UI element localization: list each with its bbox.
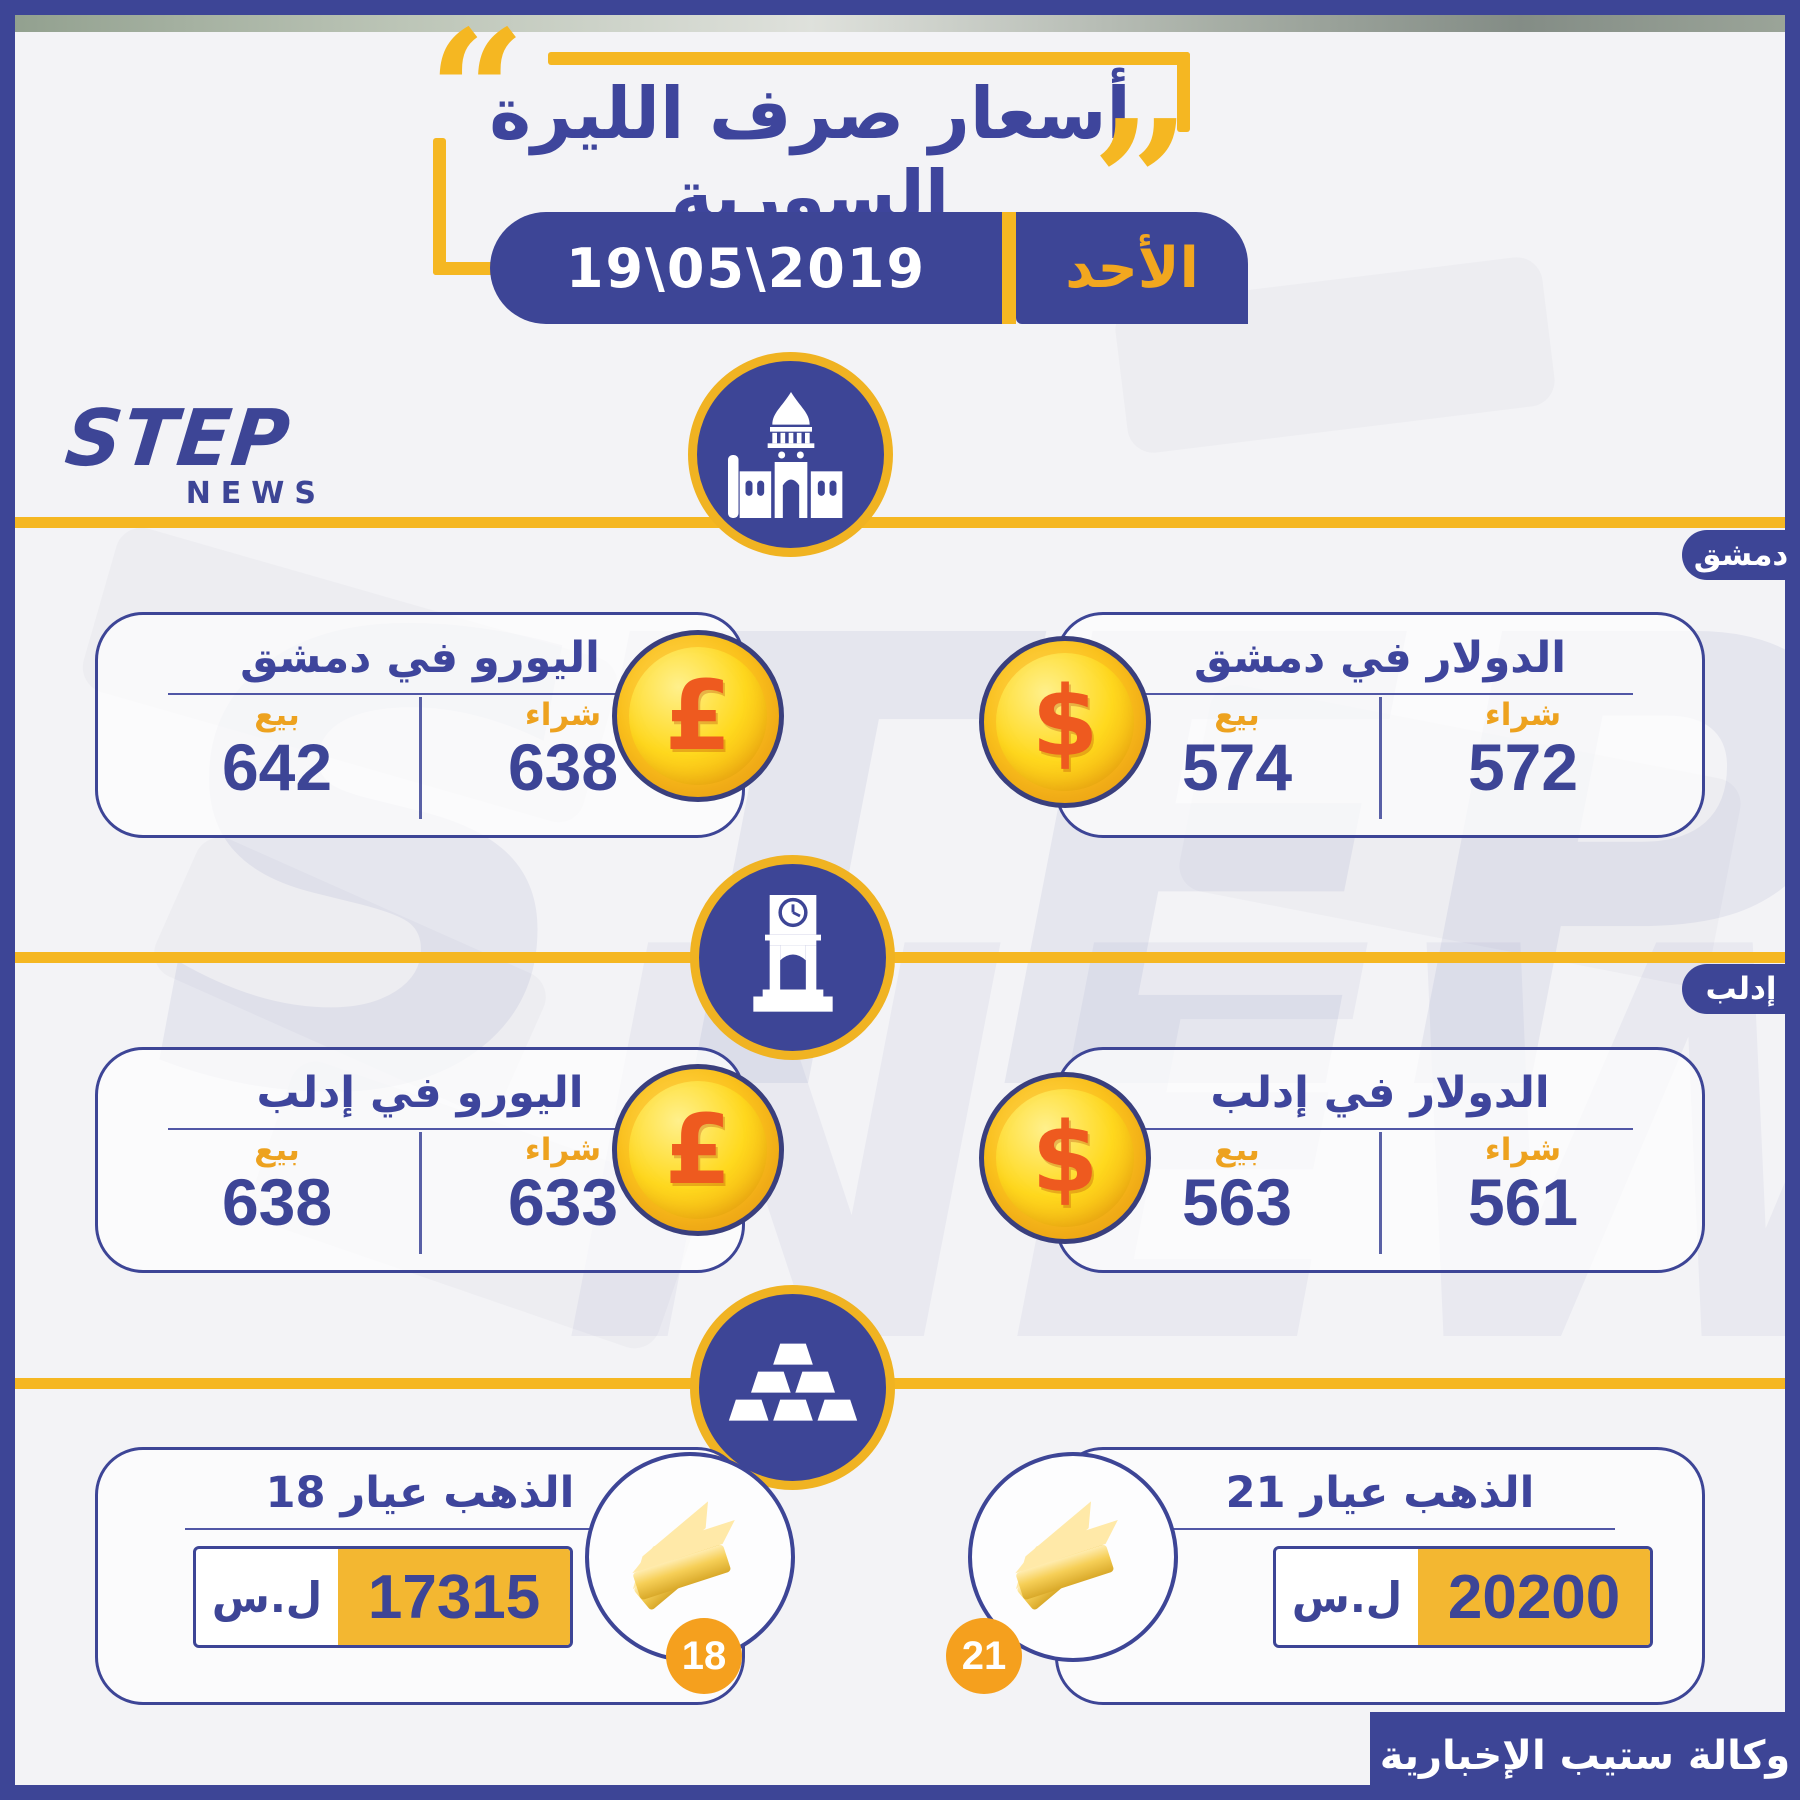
- sell-label: بيع: [1214, 1132, 1260, 1168]
- agency-name: وكالة ستيب الإخبارية: [1379, 1733, 1791, 1779]
- buy-value: 572: [1467, 730, 1579, 804]
- buy-label: شراء: [1484, 1132, 1562, 1168]
- title-underline: [167, 1128, 673, 1130]
- step-news-logo: STEP NEWS: [61, 394, 326, 511]
- karat-badge-18: 18: [666, 1618, 742, 1694]
- card-title: الذهب عيار 18: [265, 1468, 575, 1518]
- sell-value: 574: [1181, 730, 1293, 804]
- buy-label: شراء: [524, 1132, 602, 1168]
- title-underline: [1145, 1528, 1615, 1530]
- value-divider: [1378, 697, 1382, 819]
- buy-value: 561: [1467, 1165, 1579, 1239]
- coin-symbol: £: [664, 1094, 732, 1206]
- day-label: الأحد: [1065, 235, 1199, 301]
- buy-label: شراء: [1484, 697, 1562, 733]
- card-dollar-idlib: الدولار في إدلب شراء 561 بيع 563: [1055, 1047, 1705, 1273]
- sell-value: 642: [221, 730, 333, 804]
- date-value: 19\05\2019: [565, 236, 927, 300]
- dollar-coin-icon: $: [979, 1072, 1151, 1244]
- gold-price-value: 17315: [338, 1549, 570, 1645]
- section-line-gold: [15, 1378, 1785, 1389]
- gold-ingots-circle-21: [968, 1452, 1178, 1662]
- title-underline: [167, 693, 673, 695]
- coin-symbol: $: [1031, 1102, 1099, 1214]
- card-title: اليورو في إدلب: [256, 1068, 584, 1118]
- footer-agency-bar: وكالة ستيب الإخبارية: [1370, 1712, 1800, 1800]
- day-box: الأحد: [1016, 212, 1248, 324]
- karat-badge-21: 21: [946, 1618, 1022, 1694]
- gold-price-box: 20200 ل.س: [1273, 1546, 1653, 1648]
- card-gold-21: الذهب عيار 21 20200 ل.س: [1055, 1447, 1705, 1705]
- coin-symbol: £: [664, 660, 732, 772]
- currency-label: ل.س: [1291, 1572, 1403, 1622]
- buy-label: شراء: [524, 697, 602, 733]
- pound-coin-icon: £: [612, 630, 784, 802]
- title-bracket-right: [1177, 52, 1190, 132]
- buy-value: 638: [507, 730, 619, 804]
- card-euro-damascus: اليورو في دمشق شراء 638 بيع 642: [95, 612, 745, 838]
- sell-value: 638: [221, 1165, 333, 1239]
- dollar-coin-icon: $: [979, 636, 1151, 808]
- value-divider: [418, 697, 422, 819]
- card-title: اليورو في دمشق: [240, 633, 600, 683]
- card-title: الدولار في إدلب: [1210, 1068, 1550, 1118]
- currency-label: ل.س: [211, 1572, 323, 1622]
- value-divider: [1378, 1132, 1382, 1254]
- sell-value: 563: [1181, 1165, 1293, 1239]
- clock-tower-icon: [752, 894, 833, 1012]
- sell-label: بيع: [254, 1132, 300, 1168]
- title-bracket-top: [548, 52, 1190, 65]
- gold-icon-circle: [690, 1285, 895, 1490]
- gold-price-value: 20200: [1418, 1549, 1650, 1645]
- card-title: الدولار في دمشق: [1193, 633, 1567, 683]
- title-underline: [185, 1528, 655, 1530]
- date-pill: 19\05\2019: [490, 212, 1002, 324]
- section-line-damascus: [15, 517, 1785, 528]
- damascus-icon-circle: [688, 352, 893, 557]
- section-line-idlib: [15, 952, 1785, 963]
- coin-symbol: $: [1031, 666, 1099, 778]
- sell-label: بيع: [1214, 697, 1260, 733]
- title-bracket-left: [433, 138, 446, 275]
- idlib-icon-circle: [690, 855, 895, 1060]
- title-underline: [1127, 1128, 1633, 1130]
- value-divider: [418, 1132, 422, 1254]
- logo-news-text: NEWS: [185, 476, 326, 511]
- date-divider: [1002, 212, 1016, 324]
- gold-ingots-icon: [632, 1501, 735, 1610]
- photo-strip: [15, 15, 1785, 32]
- gold-price-box: 17315 ل.س: [193, 1546, 573, 1648]
- gold-bars-icon: [728, 1343, 857, 1421]
- card-title: الذهب عيار 21: [1225, 1468, 1535, 1518]
- buy-value: 633: [507, 1165, 619, 1239]
- tab-damascus: دمشق: [1682, 530, 1800, 580]
- pound-coin-icon: £: [612, 1064, 784, 1236]
- card-dollar-damascus: الدولار في دمشق شراء 572 بيع 574: [1055, 612, 1705, 838]
- tab-idlib: إدلب: [1682, 964, 1800, 1014]
- mosque-building-icon: [727, 391, 842, 518]
- title-underline: [1127, 693, 1633, 695]
- logo-step-text: STEP: [61, 394, 295, 484]
- gold-ingots-icon: [1015, 1501, 1118, 1610]
- sell-label: بيع: [254, 697, 300, 733]
